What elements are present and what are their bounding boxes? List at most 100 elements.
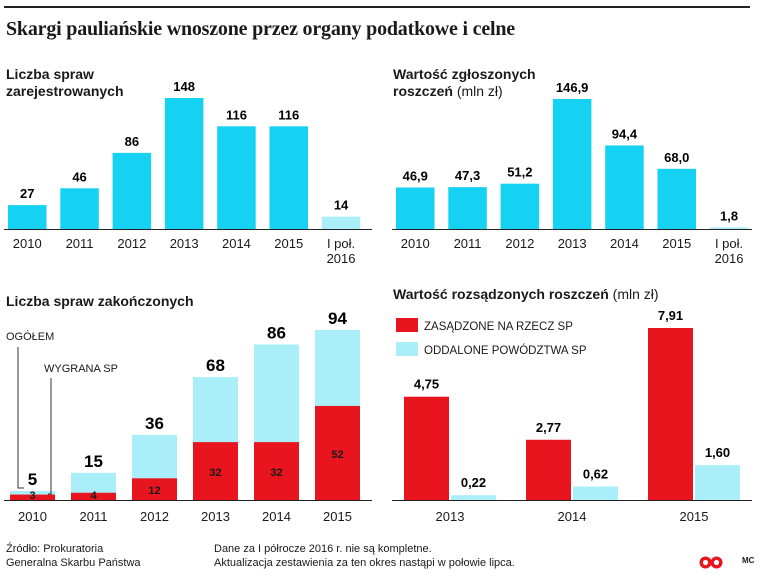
closed-won-label: 32 [270, 467, 282, 479]
claims-value-unit: (mln zł) [456, 83, 503, 99]
registered-bar [321, 216, 361, 229]
registered-value-label: 27 [20, 186, 34, 201]
claims-value-value-label: 46,9 [403, 168, 428, 183]
page-title: Skargi pauliańskie wnoszone przez organy… [6, 18, 515, 40]
author-initials: MC [742, 556, 755, 565]
claims-value-bar [448, 187, 487, 229]
decided-awarded-label: 7,91 [658, 308, 683, 323]
top-rule [4, 6, 750, 8]
registered-bar [8, 205, 47, 229]
claims-value-x-tick-label: 2015 [662, 236, 691, 251]
claims-value-x-tick-label: 2014 [610, 236, 639, 251]
source-note: Źródło: Prokuratoria Generalna Skarbu Pa… [6, 542, 141, 570]
closed-x-tick-label: 2012 [140, 509, 169, 524]
decided-dismissed-bar [451, 495, 496, 500]
claims-value-bar [657, 168, 696, 229]
registered-value-label: 46 [72, 169, 86, 184]
claims-value-bar [396, 187, 435, 229]
registered-chart-title: Liczba spraw zarejestrowanych [6, 66, 124, 100]
claims-value-x-tick-label: 2013 [558, 236, 587, 251]
registered-x-tick-label: 2013 [170, 236, 199, 251]
closed-won-bar [71, 492, 116, 500]
decided-awarded-bar [648, 328, 693, 500]
registered-title-line-2: zarejestrowanych [6, 83, 124, 99]
claims-value-x-tick-label: I poł. 2016 [715, 236, 744, 266]
decided-x-tick-label: 2013 [436, 509, 465, 524]
claims-value-x-tick-label: 2010 [401, 236, 430, 251]
claims-value-value-label: 1,8 [720, 208, 738, 223]
claims-value-title-line-2: roszczeń [393, 83, 453, 99]
registered-x-tick-label: 2015 [274, 236, 303, 251]
registered-value-label: 148 [173, 79, 195, 94]
claims-value-bar [605, 145, 644, 229]
decided-value-title-line-1: Wartość rozsądzonych roszczeń [393, 286, 609, 302]
decided-x-tick-label: 2015 [680, 509, 709, 524]
closed-won-bar [132, 478, 177, 500]
closed-chart-title: Liczba spraw zakończonych [6, 293, 194, 310]
decided-dismissed-label: 0,22 [461, 475, 486, 490]
decided-dismissed-label: 0,62 [583, 467, 608, 482]
decided-x-tick-label: 2014 [558, 509, 587, 524]
claims-value-bar [552, 99, 592, 229]
registered-x-tick-label: 2014 [222, 236, 251, 251]
closed-won-label: 4 [90, 490, 97, 502]
claims-value-value-label: 146,9 [556, 80, 589, 95]
decided-awarded-label: 2,77 [536, 420, 561, 435]
data-note-line-2: Aktualizacja zestawienia za ten okres na… [214, 557, 515, 569]
closed-title-line-1: Liczba spraw zakończonych [6, 293, 194, 309]
claims-value-value-label: 68,0 [664, 150, 689, 165]
decided-legend-dismissed-label: ODDALONE POWÓDZTWA SP [424, 344, 587, 357]
closed-won-bar [315, 405, 360, 500]
closed-total-label: 36 [145, 414, 164, 433]
decided-value-chart-title: Wartość rozsądzonych roszczeń (mln zł) [393, 286, 659, 303]
closed-won-bar [254, 442, 299, 500]
decided-dismissed-bar [695, 465, 740, 500]
closed-x-tick-label: 2011 [80, 509, 108, 524]
decided-legend-awarded-label: ZASĄDZONE NA RZECZ SP [424, 321, 573, 333]
claims-value-title-line-1: Wartość zgłoszonych [393, 66, 536, 82]
claims-value-x-tick-label: 2012 [505, 236, 534, 251]
closed-annotation-total: OGÓŁEM [6, 330, 54, 343]
registered-bar [217, 126, 256, 229]
registered-value-label: 14 [334, 198, 349, 213]
data-note-line-1: Dane za I półrocze 2016 r. nie są komple… [214, 543, 432, 555]
registered-bar [164, 98, 204, 229]
decided-legend-dismissed-swatch [396, 342, 418, 356]
registered-title-line-1: Liczba spraw [6, 66, 94, 82]
closed-x-tick-label: 2015 [323, 509, 352, 524]
closed-annotation-won-leader [48, 378, 52, 495]
decided-dismissed-label: 1,60 [705, 445, 730, 460]
claims-value-chart-title: Wartość zgłoszonych roszczeń (mln zł) [393, 66, 536, 100]
registered-x-tick-label: 2011 [66, 236, 94, 251]
decided-value-unit: (mln zł) [612, 286, 659, 302]
registered-bar [60, 188, 99, 229]
closed-total-label: 68 [206, 356, 225, 375]
data-note: Dane za I półrocze 2016 r. nie są komple… [214, 542, 515, 570]
claims-value-bar [709, 227, 749, 229]
registered-bar [269, 126, 308, 229]
closed-total-label: 15 [84, 452, 103, 471]
decided-dismissed-bar [573, 486, 618, 500]
closed-won-bar [10, 494, 55, 500]
closed-total-label: 86 [267, 323, 286, 342]
decided-legend-awarded-swatch [396, 318, 418, 332]
registered-value-label: 116 [278, 107, 299, 122]
registered-value-label: 116 [226, 107, 247, 122]
closed-x-tick-label: 2014 [262, 509, 291, 524]
closed-won-label: 32 [209, 467, 221, 479]
decided-awarded-label: 4,75 [414, 377, 439, 392]
closed-won-bar [193, 442, 238, 500]
claims-value-value-label: 51,2 [507, 165, 532, 180]
source-line-1: Źródło: Prokuratoria [6, 543, 104, 555]
closed-annotation-won: WYGRANA SP [44, 363, 118, 375]
source-line-2: Generalna Skarbu Państwa [6, 557, 141, 569]
registered-bar [112, 152, 152, 229]
closed-won-label: 52 [331, 449, 343, 461]
claims-value-value-label: 47,3 [455, 168, 480, 183]
registered-x-tick-label: 2012 [117, 236, 146, 251]
closed-won-label: 3 [29, 490, 35, 502]
closed-x-tick-label: 2013 [201, 509, 230, 524]
publisher-logo-icon [699, 556, 723, 569]
registered-x-tick-label: I poł. 2016 [327, 236, 356, 266]
